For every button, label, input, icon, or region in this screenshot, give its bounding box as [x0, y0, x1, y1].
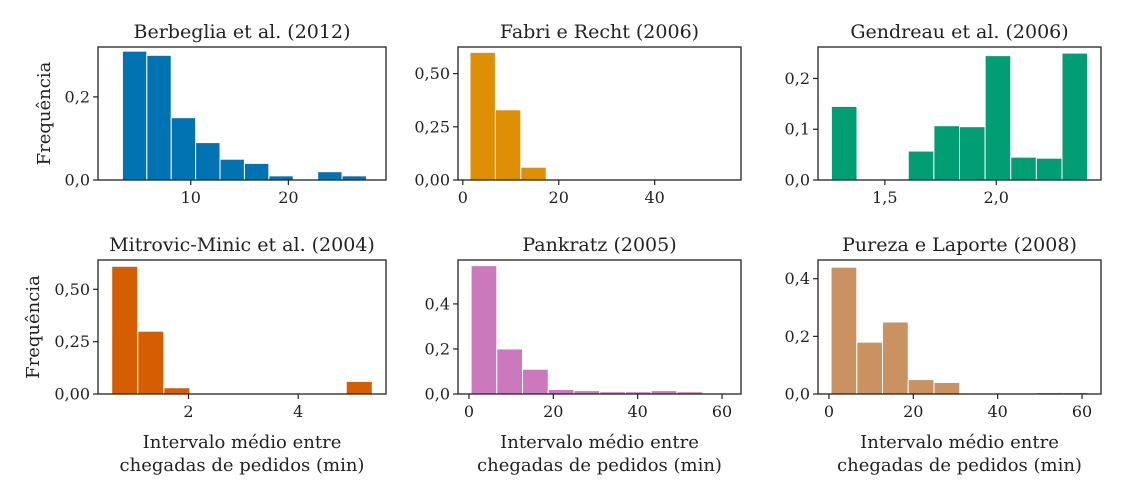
panel-2: Fabri e Recht (2006) 0 20 40 0,00 0,25 0,50	[414, 21, 742, 207]
bar	[195, 142, 221, 181]
x-tick-label: 0	[824, 402, 834, 421]
panel-title: Pankratz (2005)	[522, 234, 676, 256]
y-tick-label: 0,00	[54, 385, 90, 404]
x-axis-label-line: Intervalo médio entre	[500, 432, 699, 453]
bar	[933, 381, 961, 395]
x-tick-label: 60	[712, 402, 732, 421]
y-tick-label: 0,00	[414, 171, 450, 190]
x-tick-label: 40	[987, 402, 1007, 421]
panel-6: Pureza e Laporte (2008) 0 20 40 60 0,0 0,2 0,4 I…	[785, 234, 1102, 476]
y-tick-label: 0,0	[425, 385, 450, 404]
bar	[1061, 52, 1089, 181]
y-tick-label: 0,4	[425, 294, 450, 313]
bar	[520, 166, 547, 181]
bar	[907, 150, 935, 181]
x-axis-label: Intervalo médio entre chegadas de pedidos…	[120, 432, 365, 476]
x-tick-label: 60	[1072, 402, 1092, 421]
panel-title: Mitrovic-Minic et al. (2004)	[109, 234, 375, 256]
x-axis-label-line: chegadas de pedidos (min)	[120, 455, 365, 476]
x-axis-label-line: Intervalo médio entre	[860, 432, 1059, 453]
y-tick-label: 0,1	[785, 120, 810, 139]
bar	[243, 162, 270, 181]
y-axis-label: Frequência	[23, 275, 44, 379]
y-tick-label: 0,25	[54, 332, 90, 351]
axes-frame	[457, 46, 742, 181]
bar	[494, 109, 522, 181]
y-axis-label: Frequência	[34, 61, 55, 165]
bar	[933, 125, 961, 181]
bar	[146, 54, 172, 181]
bar	[163, 387, 191, 395]
y-tick-label: 0,25	[414, 117, 450, 136]
y-tick-label: 0,2	[785, 69, 810, 88]
x-tick-label: 20	[903, 402, 923, 421]
x-axis-label: Intervalo médio entre chegadas de pedidos…	[837, 432, 1082, 476]
bar	[317, 171, 343, 181]
panel-1: Berbeglia et al. (2012) 10 20 0,0 0,2 Frequên…	[34, 21, 387, 207]
y-tick-label: 0,2	[785, 327, 810, 346]
bar	[496, 348, 524, 395]
x-tick-label: 40	[644, 188, 664, 207]
bar	[345, 380, 373, 395]
y-tick-label: 0,2	[425, 339, 450, 358]
axes-frame	[457, 259, 742, 395]
y-tick-label: 0,50	[54, 280, 90, 299]
y-tick-label: 0,4	[785, 269, 810, 288]
bar	[984, 55, 1012, 181]
bar	[856, 341, 884, 395]
axes-frame	[817, 46, 1102, 181]
x-tick-label: 0	[458, 188, 468, 207]
bar	[959, 126, 986, 181]
panel-3: Gendreau et al. (2006) 1,5 2,0 0,0 0,1 0,2	[785, 21, 1102, 207]
x-tick-label: 10	[181, 188, 201, 207]
y-tick-label: 0,2	[65, 87, 90, 106]
x-axis-label-line: Intervalo médio entre	[143, 432, 342, 453]
axes-frame	[97, 259, 387, 395]
panel-title: Gendreau et al. (2006)	[850, 21, 1068, 43]
bar	[1035, 157, 1063, 181]
bar	[522, 368, 549, 395]
y-tick-label: 0,0	[785, 385, 810, 404]
x-tick-label: 0	[464, 402, 474, 421]
bar	[121, 50, 148, 181]
x-tick-label: 20	[278, 188, 298, 207]
panel-title: Pureza e Laporte (2008)	[842, 234, 1077, 256]
bar	[111, 265, 139, 395]
x-tick-label: 20	[549, 188, 569, 207]
bar	[137, 330, 165, 395]
x-tick-label: 40	[627, 402, 647, 421]
bar	[219, 158, 245, 181]
bar	[830, 266, 858, 395]
y-tick-label: 0,50	[414, 64, 450, 83]
panel-title: Fabri e Recht (2006)	[500, 21, 699, 43]
y-tick-label: 0,0	[65, 171, 90, 190]
x-tick-label: 2,0	[984, 188, 1009, 207]
x-tick-label: 4	[293, 402, 303, 421]
x-tick-label: 1,5	[872, 188, 897, 207]
x-axis-label-line: chegadas de pedidos (min)	[837, 455, 1082, 476]
bar	[1010, 156, 1037, 181]
panel-4: Mitrovic-Minic et al. (2004) 2 4 0,00 0,25 0,…	[23, 234, 387, 476]
axes-frame	[97, 46, 387, 181]
x-tick-label: 2	[183, 402, 193, 421]
x-axis-label: Intervalo médio entre chegadas de pedidos…	[477, 432, 722, 476]
x-axis-label-line: chegadas de pedidos (min)	[477, 455, 722, 476]
bar	[170, 117, 197, 181]
bar	[469, 51, 496, 181]
axes-frame	[817, 259, 1102, 395]
bar	[547, 388, 575, 395]
y-tick-label: 0,0	[785, 171, 810, 190]
panel-5: Pankratz (2005) 0 20 40 60 0,0 0,2 0,4 Intervalo…	[425, 234, 742, 476]
panel-title: Berbeglia et al. (2012)	[134, 21, 351, 43]
bar	[470, 265, 498, 395]
bar	[830, 105, 858, 181]
bar	[882, 321, 909, 395]
bar	[907, 379, 935, 395]
x-tick-label: 20	[543, 402, 563, 421]
